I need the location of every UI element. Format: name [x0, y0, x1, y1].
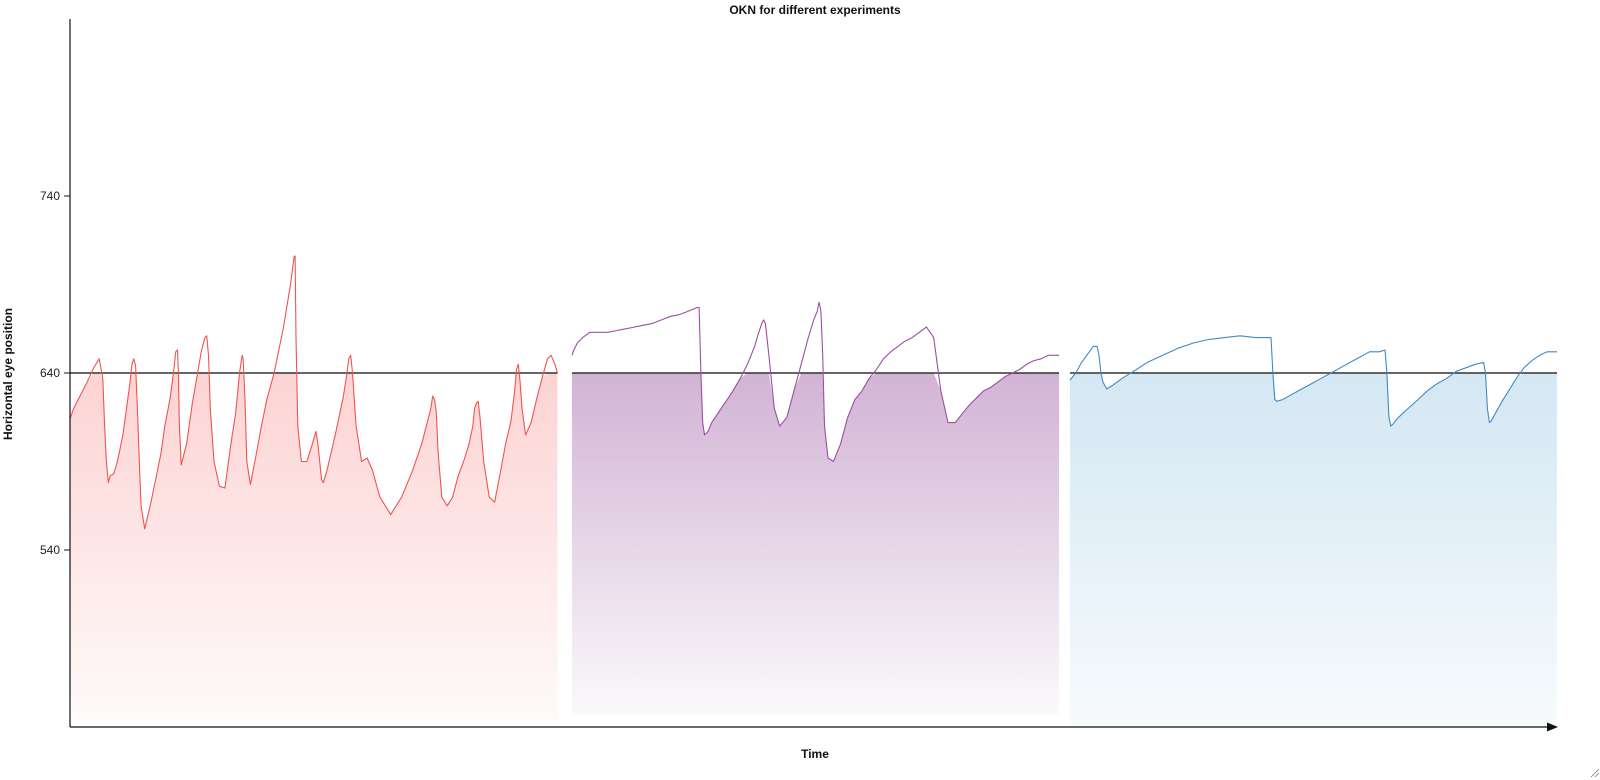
- series-3: [1069, 335, 1557, 727]
- chart-title: OKN for different experiments: [729, 3, 901, 17]
- corner-resize-icon: [1590, 768, 1600, 778]
- y-tick-label: 740: [40, 189, 60, 203]
- series-2: [571, 301, 1059, 715]
- y-ticks: 540 640 740: [40, 189, 70, 557]
- series-1-area: [70, 373, 558, 720]
- series-2-area: [572, 373, 1059, 715]
- series-2-line: [571, 301, 1059, 463]
- y-tick-label: 640: [40, 366, 60, 380]
- series-3-area: [1070, 373, 1557, 727]
- series-layer: [69, 255, 1557, 727]
- x-axis-arrow-icon: [1547, 722, 1558, 732]
- series-1-line: [69, 255, 559, 530]
- x-axis-title: Time: [801, 747, 829, 761]
- series-3-line: [1069, 335, 1557, 427]
- series-1: [69, 255, 559, 720]
- y-axis-title: Horizontal eye position: [1, 308, 15, 440]
- y-tick-label: 540: [40, 543, 60, 557]
